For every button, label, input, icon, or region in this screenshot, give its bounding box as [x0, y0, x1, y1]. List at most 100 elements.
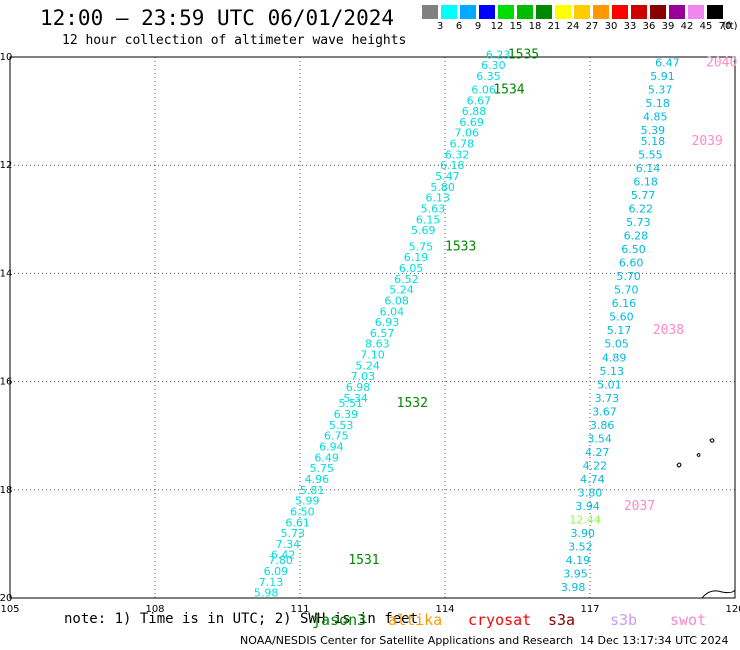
- y-tick-label: -20: [0, 593, 12, 604]
- swh-value-label: 5.73: [626, 216, 651, 229]
- swh-value-label: 5.47: [435, 170, 460, 183]
- legend-label: 30: [604, 21, 618, 32]
- swh-value-label: 6.61: [285, 516, 310, 529]
- swh-value-label: 6.19: [404, 251, 429, 264]
- y-tick-label: -16: [0, 377, 12, 388]
- pass-number-label: 2037: [624, 499, 655, 514]
- legend-swatch: [650, 5, 666, 19]
- swh-value-label: 5.60: [609, 311, 634, 324]
- swh-value-label: 5.69: [411, 224, 436, 237]
- y-tick-label: -10: [0, 52, 12, 63]
- swh-value-label: 6.15: [416, 213, 441, 226]
- swh-value-label: 3.94: [575, 500, 600, 513]
- legend-label: 24: [566, 21, 580, 32]
- swh-value-label: 6.32: [445, 148, 470, 161]
- swh-value-label: 4.89: [602, 351, 627, 364]
- swh-value-label: 6.28: [624, 230, 649, 243]
- pass-number-label: 2040: [706, 55, 737, 70]
- chart-subtitle: 12 hour collection of altimeter wave hei…: [62, 33, 407, 48]
- swh-value-label: 3.86: [590, 419, 615, 432]
- swh-value-label: 5.80: [430, 181, 455, 194]
- x-tick-label: 120: [725, 604, 740, 615]
- pass-number-label: 1535: [508, 47, 539, 62]
- swh-value-label: 5.51: [339, 397, 364, 410]
- legend-swatch: [669, 5, 685, 19]
- swh-value-label: 6.39: [334, 408, 359, 421]
- swh-value-label: 7.03: [351, 370, 376, 383]
- footer-credit: NOAA/NESDIS Center for Satellite Applica…: [240, 634, 574, 647]
- legend-label: 33: [623, 21, 637, 32]
- swh-value-label: 3.52: [568, 541, 593, 554]
- swh-value-label: 7.06: [455, 127, 480, 140]
- legend-label: 12: [490, 21, 504, 32]
- swh-value-label: 5.05: [604, 338, 629, 351]
- swh-value-label: 5.81: [300, 484, 325, 497]
- swh-value-label: 7.13: [259, 576, 284, 589]
- swh-value-label: 5.70: [614, 284, 639, 297]
- pass-number-label: 1534: [493, 82, 524, 97]
- swh-value-label: 6.04: [380, 305, 405, 318]
- legend-swatch: [593, 5, 609, 19]
- swh-value-label: 5.18: [645, 97, 670, 110]
- swh-value-label: 3.73: [595, 392, 620, 405]
- swh-value-label: 5.70: [616, 270, 641, 283]
- swh-value-label: 6.14: [636, 162, 661, 175]
- swh-value-label: 7.10: [360, 349, 385, 362]
- legend-swatch: [555, 5, 571, 19]
- swh-value-label: 3.67: [592, 405, 617, 418]
- legend-label: 36: [642, 21, 656, 32]
- pass-number-label: 1533: [445, 239, 476, 254]
- swh-value-label: 6.57: [370, 327, 395, 340]
- swh-value-label: 4.96: [305, 473, 330, 486]
- swh-value-label: 4.19: [566, 554, 591, 567]
- swh-value-label: 6.60: [619, 257, 644, 270]
- swh-value-label: 3.80: [578, 487, 603, 500]
- axis-ticks: 105 108 111 114 117 120 -10 -12 -14 -16 -18 -20: [0, 52, 740, 615]
- swh-value-label: 6.78: [450, 138, 475, 151]
- legend-label: 27: [585, 21, 599, 32]
- swh-value-label: 5.98: [254, 587, 279, 600]
- satellite-label-jason3: jason3: [312, 611, 367, 629]
- swh-value-label: 6.05: [399, 262, 424, 275]
- swh-value-label: 3.54: [587, 432, 612, 445]
- swh-value-label: 6.42: [271, 549, 296, 562]
- swh-value-label: 5.01: [597, 378, 622, 391]
- legend-swatch: [536, 5, 552, 19]
- swh-value-label: 6.22: [629, 202, 654, 215]
- legend-swatch: [517, 5, 533, 19]
- swh-value-label: 3.98: [561, 581, 586, 594]
- chart-title: 12:00 — 23:59 UTC 06/01/2024: [40, 6, 395, 30]
- island-shape: [676, 462, 682, 468]
- swh-value-label: 6.30: [481, 59, 506, 72]
- swh-value-label: 4.74: [580, 473, 605, 486]
- swh-value-label: 6.67: [467, 94, 492, 107]
- swh-value-label: 5.34: [343, 392, 368, 405]
- island-shape: [709, 438, 715, 443]
- swh-value-label: 5.53: [329, 419, 354, 432]
- satellite-label-s3a: s3a: [548, 611, 576, 629]
- swh-value-label: 5.99: [295, 495, 320, 508]
- swh-value-label: 5.75: [409, 240, 434, 253]
- legend-label: 3: [436, 21, 444, 32]
- legend-label: 21: [547, 21, 561, 32]
- swh-value-label: 5.73: [281, 527, 306, 540]
- footer-note: note: 1) Time is in UTC; 2) SWH is in fe…: [64, 611, 419, 627]
- swh-value-label: 12.44: [569, 514, 601, 527]
- coastline-shapes: [676, 438, 736, 599]
- swh-value-label: 6.16: [612, 297, 637, 310]
- legend-label: 39: [661, 21, 675, 32]
- x-tick-label: 105: [0, 604, 19, 615]
- swh-value-label: 6.13: [426, 192, 451, 205]
- legend-label: 42: [680, 21, 694, 32]
- y-tick-label: -18: [0, 485, 12, 496]
- swh-value-label: 5.24: [355, 359, 380, 372]
- satellite-label-s3b: s3b: [610, 611, 638, 629]
- legend-swatch: [479, 5, 495, 19]
- legend-swatch: [574, 5, 590, 19]
- legend-swatch: [688, 5, 704, 19]
- legend-label: 6: [455, 21, 463, 32]
- swh-value-label: 6.47: [655, 56, 680, 69]
- swh-value-label: 6.09: [264, 565, 289, 578]
- swh-value-label: 6.23: [486, 48, 511, 61]
